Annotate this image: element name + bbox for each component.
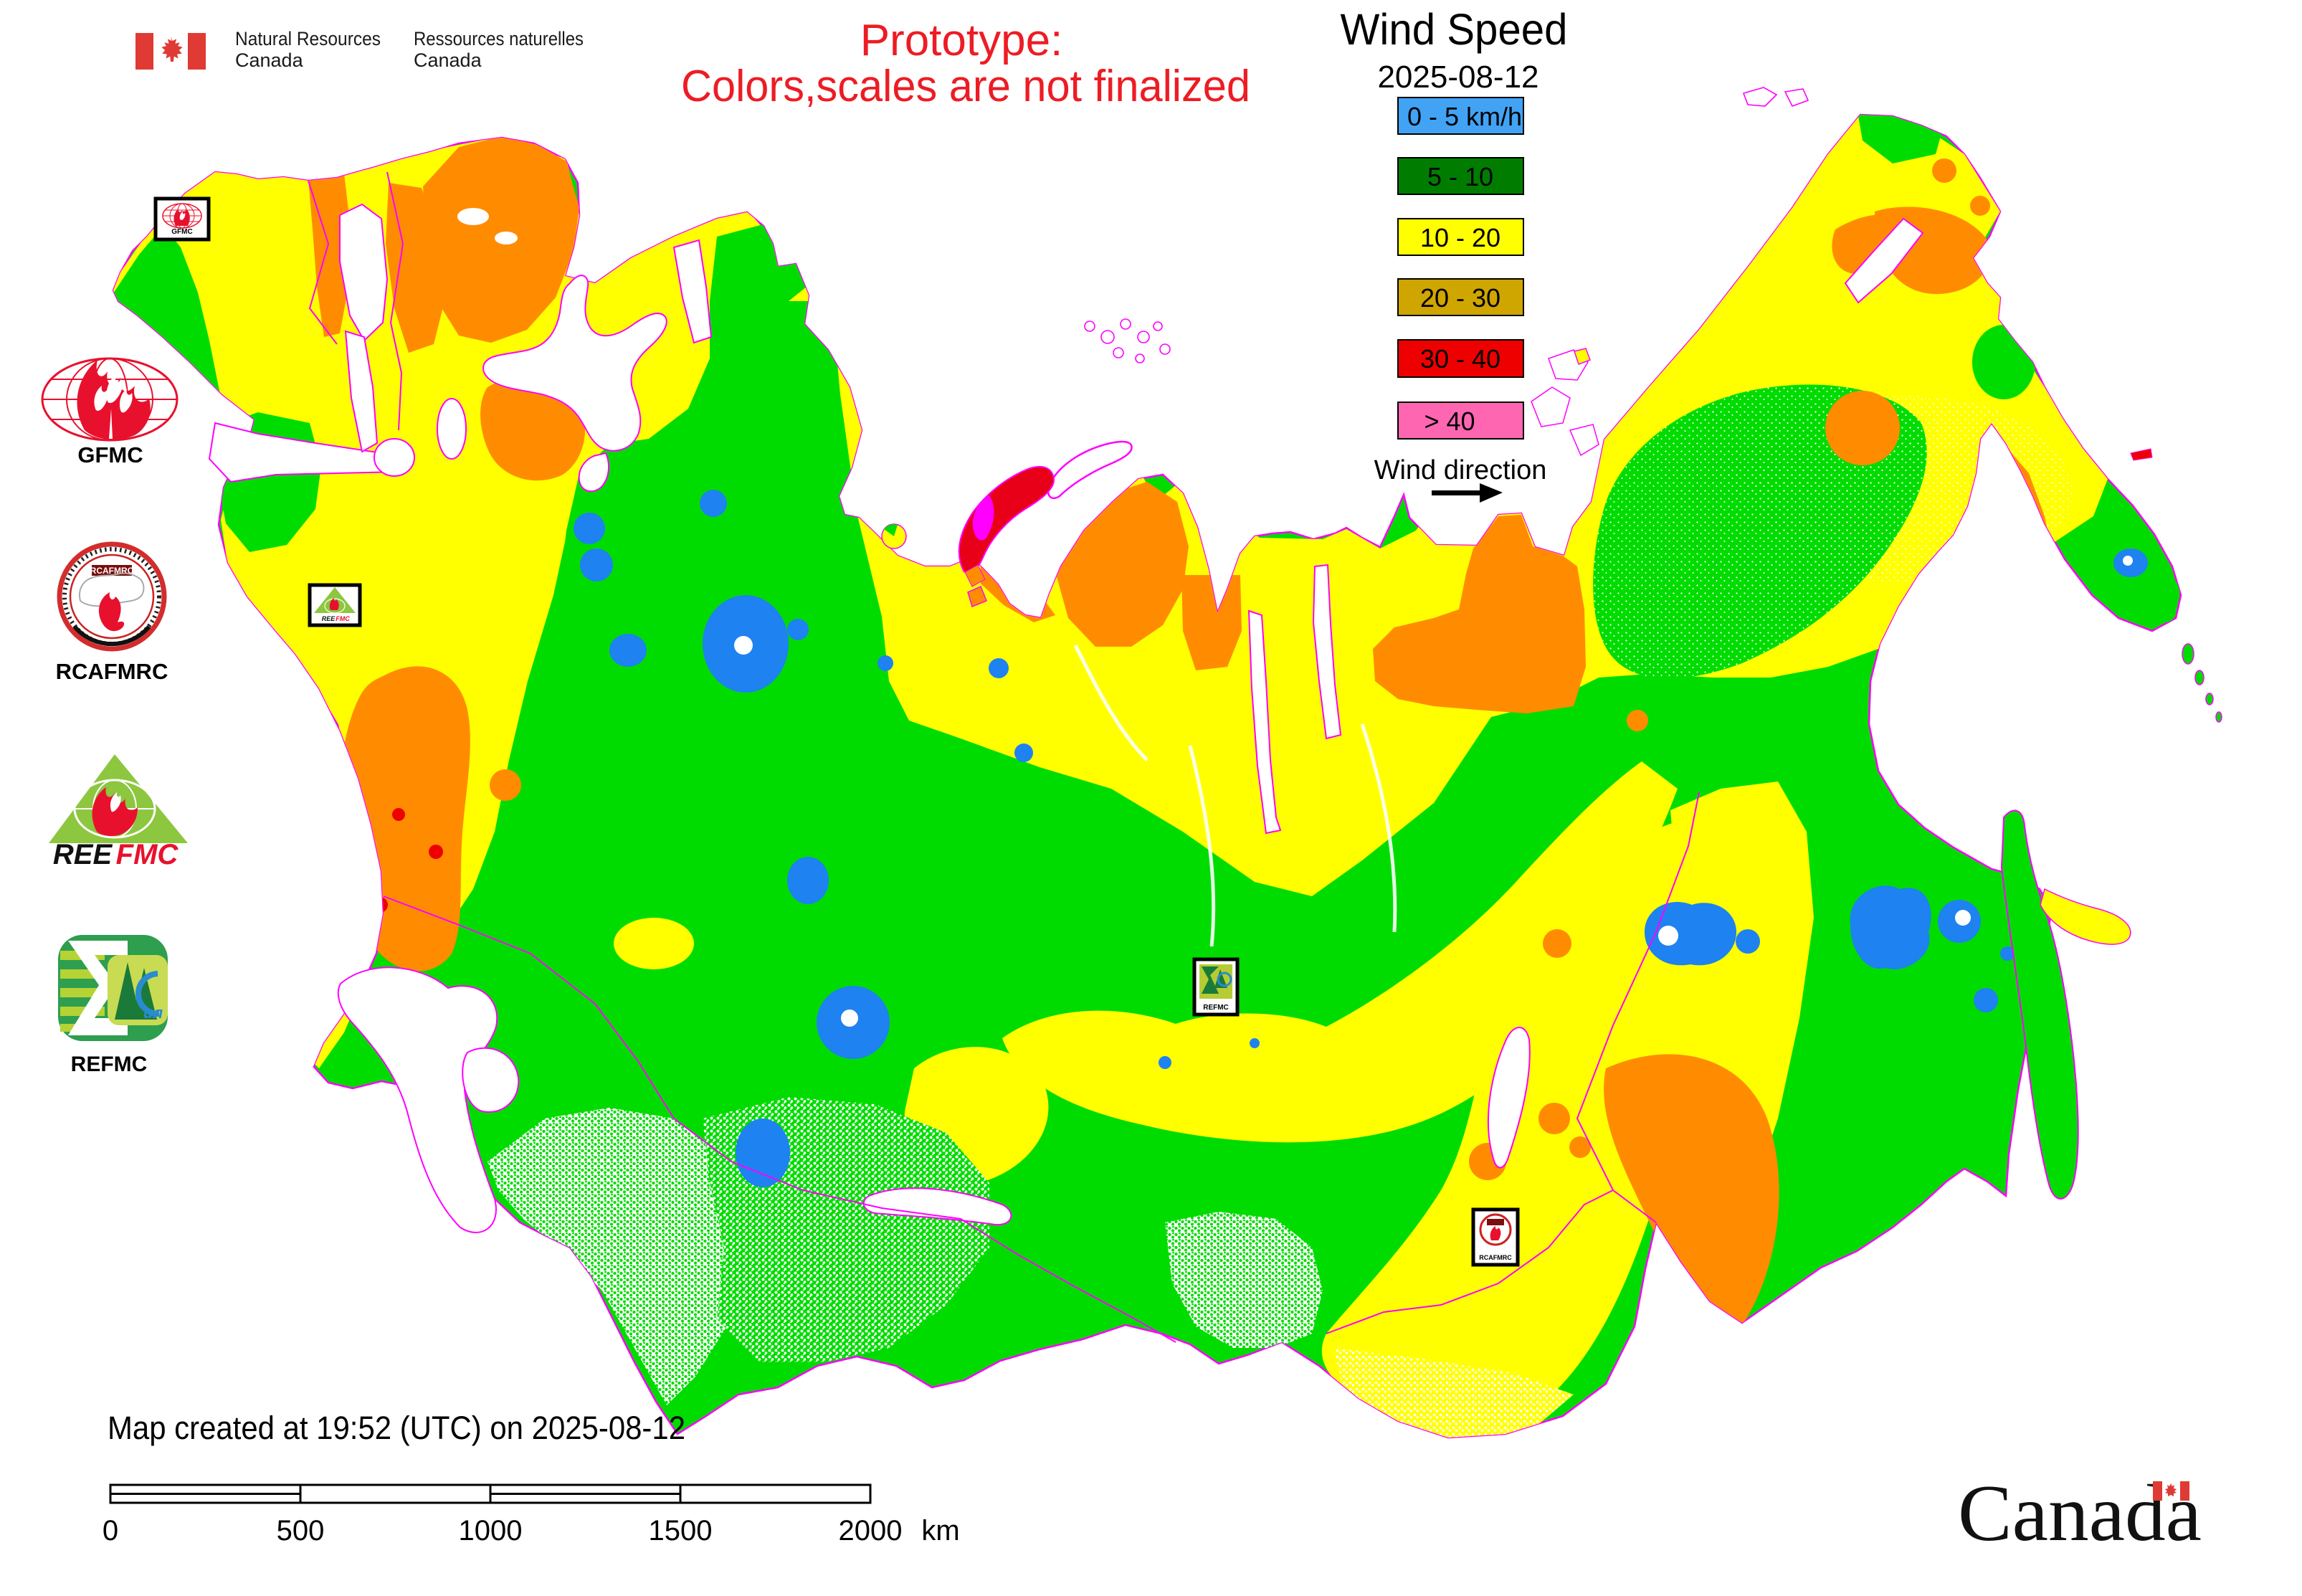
svg-text:REFMC: REFMC (1203, 1004, 1229, 1012)
svg-text:Prototype:: Prototype: (860, 16, 1063, 65)
svg-text:FMC: FMC (336, 615, 350, 622)
svg-text:Canada: Canada (414, 49, 482, 71)
svg-text:ил: ил (143, 1004, 163, 1022)
svg-text:REFMC: REFMC (71, 1053, 148, 1076)
svg-text:Ressources naturelles: Ressources naturelles (414, 28, 584, 49)
svg-text:Colors,scales are not finalize: Colors,scales are not finalized (681, 62, 1250, 111)
svg-text:FMC: FMC (116, 839, 179, 870)
svg-text:5 - 10: 5 - 10 (1427, 162, 1493, 191)
svg-text:2000: 2000 (839, 1515, 903, 1547)
svg-text:RCAFMRC: RCAFMRC (1479, 1254, 1512, 1261)
svg-text:20 - 30: 20 - 30 (1420, 283, 1500, 313)
svg-text:GFMC: GFMC (77, 442, 143, 467)
svg-text:10 - 20: 10 - 20 (1420, 223, 1500, 252)
svg-text:Wind direction: Wind direction (1374, 455, 1547, 485)
svg-text:1000: 1000 (459, 1515, 523, 1547)
svg-text:Canada: Canada (235, 49, 304, 71)
svg-text:RCAFMRC: RCAFMRC (56, 659, 168, 684)
svg-text:2025-08-12: 2025-08-12 (1377, 60, 1538, 95)
svg-text:REE: REE (322, 615, 336, 622)
svg-text:Map created at 19:52 (UTC) on: Map created at 19:52 (UTC) on 2025-08-12 (108, 1410, 685, 1446)
svg-text:1500: 1500 (649, 1515, 713, 1547)
svg-text:Wind Speed: Wind Speed (1341, 5, 1568, 54)
svg-text:0 - 5 km/h: 0 - 5 km/h (1407, 102, 1522, 131)
svg-text:REE: REE (53, 839, 113, 870)
svg-text:Natural Resources: Natural Resources (235, 28, 381, 49)
svg-text:0: 0 (103, 1515, 118, 1547)
svg-text:500: 500 (277, 1515, 325, 1547)
svg-text:> 40: > 40 (1424, 407, 1475, 436)
svg-text:km: km (921, 1515, 959, 1547)
svg-text:30 - 40: 30 - 40 (1420, 344, 1500, 374)
svg-text:GFMC: GFMC (171, 228, 192, 236)
